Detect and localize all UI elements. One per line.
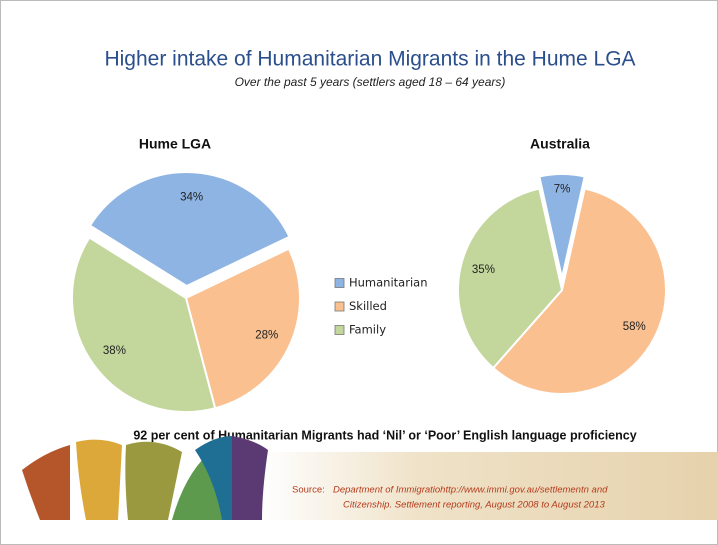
source-text: Department of Immigratiohttp://www.immi.… <box>333 485 608 496</box>
shape <box>76 439 122 520</box>
shape <box>232 436 268 520</box>
pie-title: Australia <box>530 136 590 152</box>
pie-slice <box>457 187 564 370</box>
source-text: Citizenship. Settlement reporting, Augus… <box>343 500 605 511</box>
legend-swatch <box>334 325 345 335</box>
shape <box>195 436 232 520</box>
value-label: 34% <box>180 191 203 203</box>
shape <box>22 445 70 520</box>
pie-slice <box>71 236 217 413</box>
title: Higher intake of Humanitarian Migrants i… <box>104 48 635 71</box>
legend-label: Family <box>349 323 386 337</box>
pie-slice <box>88 171 291 288</box>
pie-title: Hume LGA <box>139 136 211 152</box>
note: 92 per cent of Humanitarian Migrants had… <box>133 428 636 442</box>
value-label: 58% <box>623 321 646 333</box>
value-label: 7% <box>554 184 571 196</box>
legend-swatch <box>334 301 345 312</box>
pie-slice <box>538 173 586 279</box>
legend-swatch <box>334 278 345 288</box>
value-label: 38% <box>103 345 126 357</box>
subtitle: Over the past 5 years (settlers aged 18 … <box>235 75 506 89</box>
pie-slice <box>184 247 301 410</box>
source-label: Source: <box>292 485 325 496</box>
legend-label: Skilled <box>349 299 387 313</box>
shape <box>125 441 182 520</box>
value-label: 28% <box>255 329 278 341</box>
decoration <box>22 436 718 520</box>
legend-label: Humanitarian <box>349 276 427 290</box>
pie-slice <box>491 187 667 395</box>
source-band <box>260 452 718 520</box>
value-label: 35% <box>472 264 495 276</box>
